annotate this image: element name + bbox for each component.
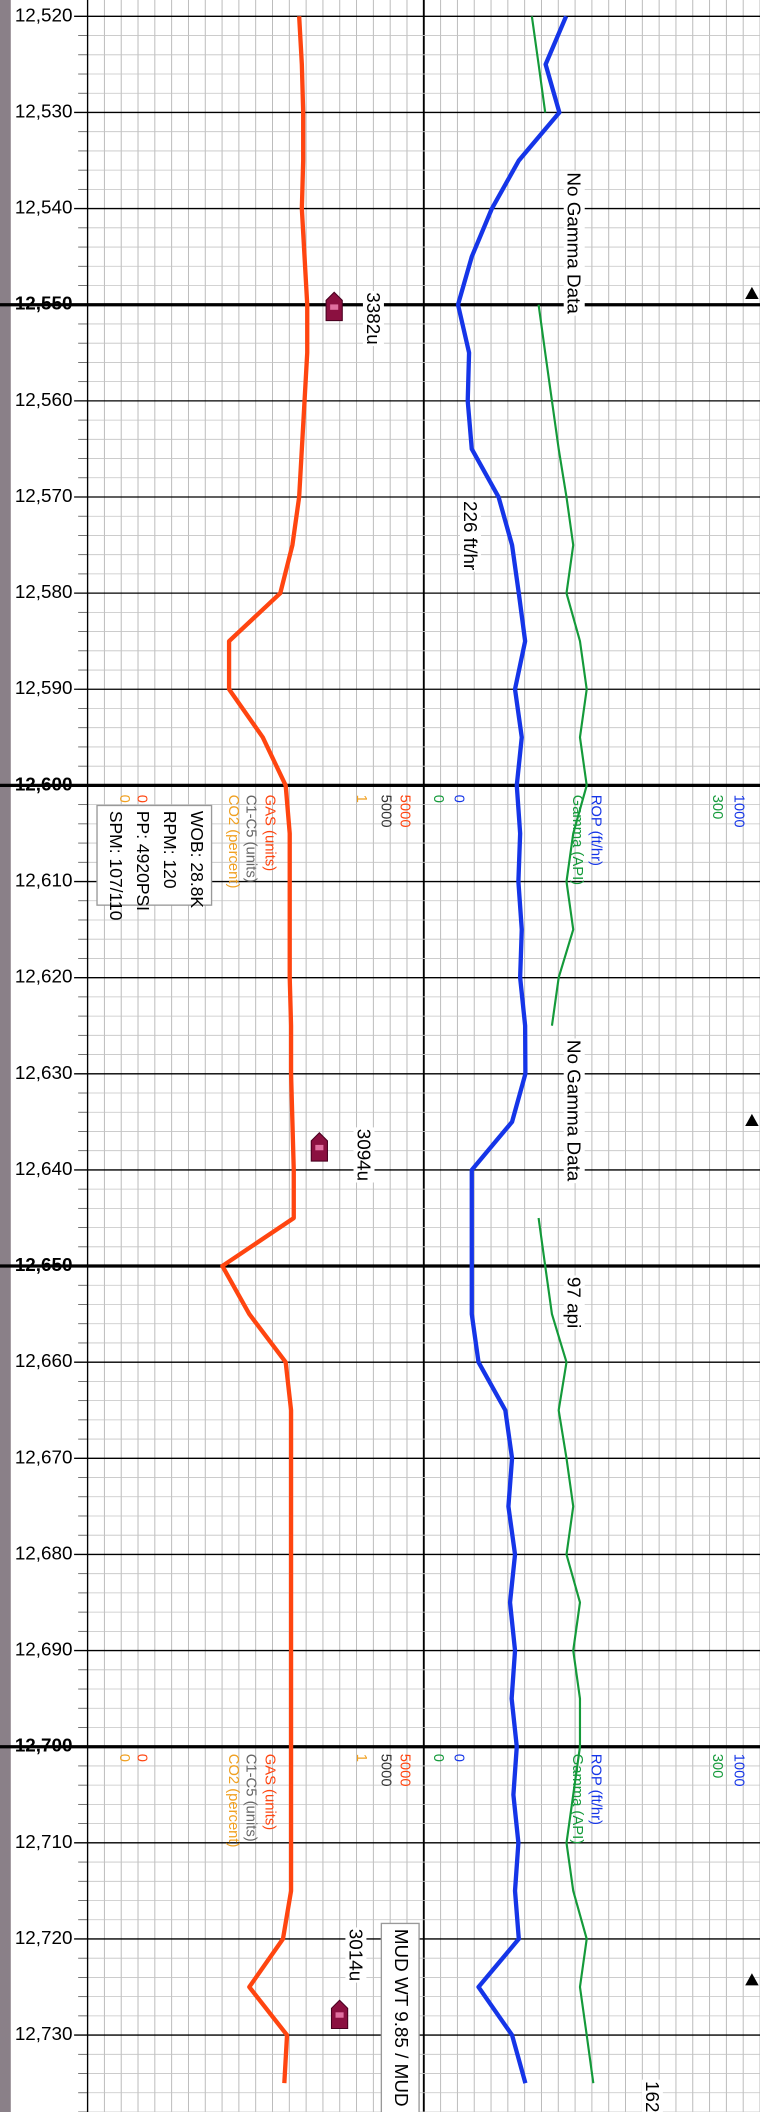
annotation: No Gamma Data: [564, 172, 585, 314]
y-tick-label: 12,630: [15, 1062, 73, 1083]
y-tick-label: 12,620: [15, 966, 73, 987]
y-tick-label: 12,540: [15, 197, 73, 218]
track-header-label: 5000: [377, 1754, 393, 1787]
track-header-label: 0: [134, 1754, 150, 1762]
track-header-label: 1: [353, 795, 369, 803]
y-tick-label: 12,530: [15, 100, 73, 121]
annotation-bg: [391, 1927, 413, 2108]
annotation-bg: [563, 1275, 585, 1330]
y-tick-label: 12,670: [15, 1446, 73, 1467]
track-header-label: 5000: [396, 1754, 412, 1787]
track-header-label: CO2 (percent): [225, 1754, 241, 1848]
y-tick-label: 12,610: [15, 870, 73, 891]
y-tick-label: 12,640: [15, 1158, 73, 1179]
track-header-label: C1-C5 (units): [243, 795, 259, 883]
gas-marker-detail: [315, 1144, 324, 1151]
y-tick-label: 12,660: [15, 1350, 73, 1371]
track-header-label: 1000: [731, 1754, 747, 1787]
annotation: 97 api: [564, 1277, 585, 1328]
track-header-label: 0: [430, 1754, 446, 1762]
annotation-bg: [641, 2079, 663, 2112]
marker-triangle: [745, 1113, 759, 1127]
track-header-label: 1000: [731, 795, 747, 828]
track-header-label: 300: [709, 795, 725, 820]
curve: [530, 16, 595, 2084]
track-header-label: 0: [134, 795, 150, 803]
track-header-label: 0: [430, 795, 446, 803]
curve: [220, 16, 310, 2084]
track-header-label: Gamma (API): [569, 1754, 585, 1844]
y-tick-label: 12,730: [15, 2023, 73, 2044]
annotation: 226 ft/hr: [460, 501, 481, 570]
track-header-label: 0: [116, 795, 132, 803]
y-tick-label: 12,580: [15, 581, 73, 602]
annotation: 3014u: [345, 1929, 366, 1981]
y-tick-label: 12,690: [15, 1639, 73, 1660]
drilling-param: WOB: 28.8K: [187, 811, 207, 909]
y-tick-label: 12,700: [15, 1735, 73, 1756]
annotation: 3094u: [353, 1129, 374, 1181]
y-tick-label: 12,590: [15, 677, 73, 698]
track-header-label: C1-C5 (units): [243, 1754, 259, 1842]
track-header-label: Gamma (API): [569, 795, 585, 885]
y-tick-label: 12,550: [15, 293, 73, 314]
y-tick-label: 12,520: [15, 4, 73, 25]
annotation: MUD WT 9.85 / MUD: [391, 1929, 412, 2107]
annotation-bg: [362, 290, 384, 347]
annotation-bg: [345, 1927, 367, 1983]
lithology-strip: [0, 0, 11, 2112]
y-tick-label: 12,570: [15, 485, 73, 506]
track-header-label: 300: [709, 1754, 725, 1779]
drilling-param: PP: 4920PSI: [133, 811, 153, 911]
annotation: 162: [642, 2081, 663, 2112]
drilling-param: RPM: 120: [160, 811, 180, 889]
track-header-label: GAS (units): [262, 795, 278, 872]
annotation: No Gamma Data: [564, 1040, 585, 1182]
track-header-label: GAS (units): [262, 1754, 278, 1831]
gas-marker-detail: [335, 2012, 344, 2018]
track-header-label: 5000: [377, 795, 393, 828]
track-header-label: CO2 (percent): [225, 795, 241, 889]
curves: [220, 15, 595, 2084]
track-header-label: ROP (ft/hr): [588, 1754, 604, 1825]
annotation-bg: [459, 499, 481, 572]
track-header-label: ROP (ft/hr): [588, 795, 604, 866]
track-header-label: 0: [450, 1754, 466, 1762]
marker-triangle: [745, 286, 759, 300]
annotation-bg: [563, 171, 585, 316]
track-header-label: 1: [353, 1754, 369, 1762]
y-tick-label: 12,710: [15, 1831, 73, 1852]
y-tick-label: 12,600: [15, 773, 73, 794]
annotation-bg: [563, 1038, 585, 1184]
y-tick-label: 12,650: [15, 1254, 73, 1275]
y-tick-label: 12,680: [15, 1542, 73, 1563]
y-tick-label: 12,560: [15, 389, 73, 410]
marker-triangle: [745, 1973, 759, 1986]
track-header-label: 0: [116, 1754, 132, 1762]
y-tick-label: 12,720: [15, 1927, 73, 1948]
curve: [455, 15, 569, 2084]
track-header-label: 0: [450, 795, 466, 803]
drilling-param: SPM: 107/110: [106, 811, 126, 921]
params-box: [96, 804, 213, 906]
annotation-bg: [353, 1127, 375, 1183]
overlays: 12,520 12,530 12,540 12,550 12,560 12,570 12,5…: [15, 4, 759, 2112]
track-header-label: 5000: [396, 795, 412, 828]
gas-marker-detail: [330, 304, 339, 310]
annotation: 3382u: [363, 292, 384, 344]
